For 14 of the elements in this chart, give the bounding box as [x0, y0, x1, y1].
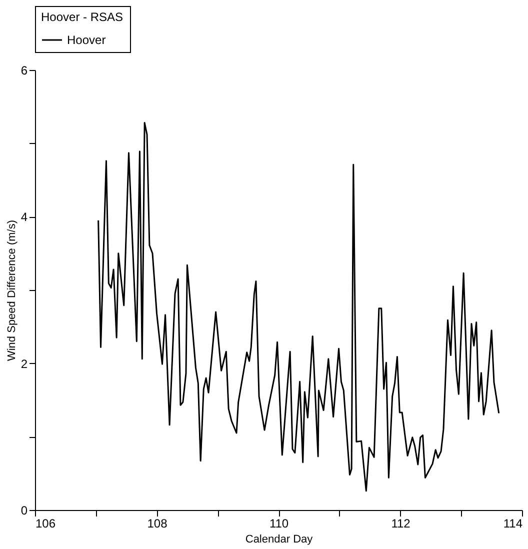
x-tick-label: 108 [147, 516, 168, 530]
y-axis-title: Wind Speed Difference (m/s) [6, 220, 18, 362]
legend-title: Hoover - RSAS [41, 10, 124, 24]
x-tick-label: 110 [269, 516, 289, 530]
line-series [98, 122, 500, 492]
x-axis-title: Calendar Day [245, 534, 314, 546]
y-tick-label: 4 [20, 210, 28, 224]
y-tick-label: 0 [20, 504, 28, 518]
y-tick-label: 6 [20, 64, 28, 78]
x-tick-label: 112 [391, 516, 411, 530]
x-tick-label: 106 [36, 516, 56, 530]
legend-label: Hoover [67, 33, 106, 47]
x-tick-label: 114 [503, 516, 523, 530]
y-tick-label: 2 [20, 356, 28, 371]
